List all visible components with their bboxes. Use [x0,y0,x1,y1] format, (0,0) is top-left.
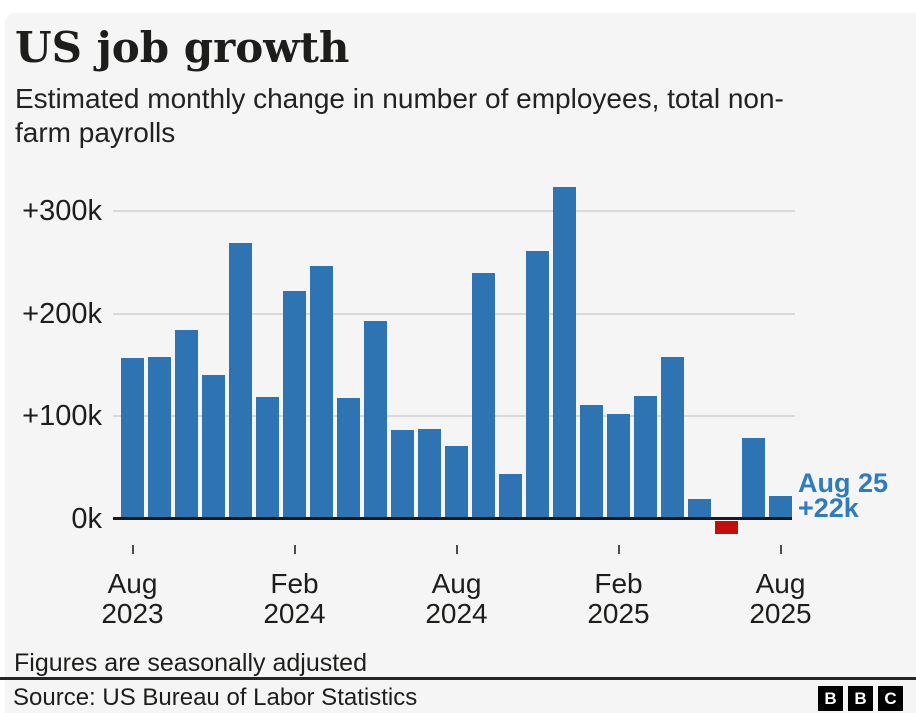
y-axis-tick-label: +200k [22,297,102,330]
x-axis-tick-label-month: Aug [431,568,482,599]
footer-divider [0,677,916,680]
bar-apr-2024 [337,397,360,519]
x-axis-tick-label-month: Feb [594,568,643,599]
bbc-logo-letter-c: C [878,686,903,711]
bbc-logo-letter-b1: B [818,686,843,711]
latest-value-annotation: Aug 25 +22k [798,468,889,523]
bar-aug-2023 [121,357,144,519]
bar-jun-2025 [715,521,738,535]
bar-dec-2024 [553,187,576,519]
bar-apr-2025 [661,356,684,519]
chart-footnote: Figures are seasonally adjusted [14,649,367,677]
y-axis-tick-label: +300k [22,194,102,227]
bbc-logo: B B C [818,686,903,711]
x-axis-line [113,517,792,520]
bar-mar-2024 [310,266,333,519]
bar-jan-2024 [256,396,279,519]
chart-subtitle: Estimated monthly change in number of em… [15,83,784,148]
bar-mar-2025 [634,395,657,519]
x-axis-tick [293,545,296,554]
x-axis-tick-label: Aug 2023 [68,569,198,629]
x-axis-tick-label-year: 2025 [749,598,812,629]
bar-jul-2025 [742,437,765,519]
x-axis-tick-label: Aug 2024 [392,569,522,629]
bar-nov-2023 [202,375,225,519]
x-axis-tick-label-month: Aug [107,568,158,599]
x-axis-tick [617,545,620,554]
annotation-month-label: Aug 25 [798,468,889,498]
x-axis-tick-label-year: 2024 [263,598,326,629]
x-axis-tick [131,545,134,554]
bar-feb-2025 [607,414,630,519]
y-axis-tick-label: 0k [71,503,102,535]
bar-dec-2023 [229,242,252,519]
gridline [113,209,795,212]
bar-may-2024 [364,320,387,519]
bar-nov-2024 [526,251,549,519]
x-axis-tick [455,545,458,554]
chart-title: US job growth [15,23,350,72]
bar-sep-2023 [148,356,171,519]
x-axis-tick-label: Feb 2024 [230,569,360,629]
y-axis-tick-label: +100k [22,400,102,433]
bar-jan-2025 [580,405,603,519]
bar-jul-2024 [418,428,441,519]
source-text: Source: US Bureau of Labor Statistics [13,684,418,711]
x-axis-tick-label-year: 2023 [101,598,164,629]
x-axis-tick-label: Aug 2025 [716,569,846,629]
x-axis-tick-label-month: Aug [755,568,806,599]
gridline [113,312,795,315]
bar-oct-2024 [499,473,522,519]
bar-may-2025 [688,499,711,519]
annotation-value-label: +22k [798,493,859,523]
bar-aug-2024 [445,446,468,519]
bar-sep-2024 [472,272,495,519]
x-axis-tick-label-year: 2025 [587,598,650,629]
bar-aug-2025 [769,496,792,519]
x-axis-tick-label-year: 2024 [425,598,488,629]
x-axis-tick [779,545,782,554]
bar-oct-2023 [175,330,198,519]
bbc-logo-letter-b2: B [848,686,873,711]
bar-jun-2024 [391,429,414,519]
x-axis-tick-label: Feb 2025 [554,569,684,629]
bar-feb-2024 [283,291,306,519]
x-axis-tick-label-month: Feb [270,568,319,599]
gridline [113,415,795,418]
